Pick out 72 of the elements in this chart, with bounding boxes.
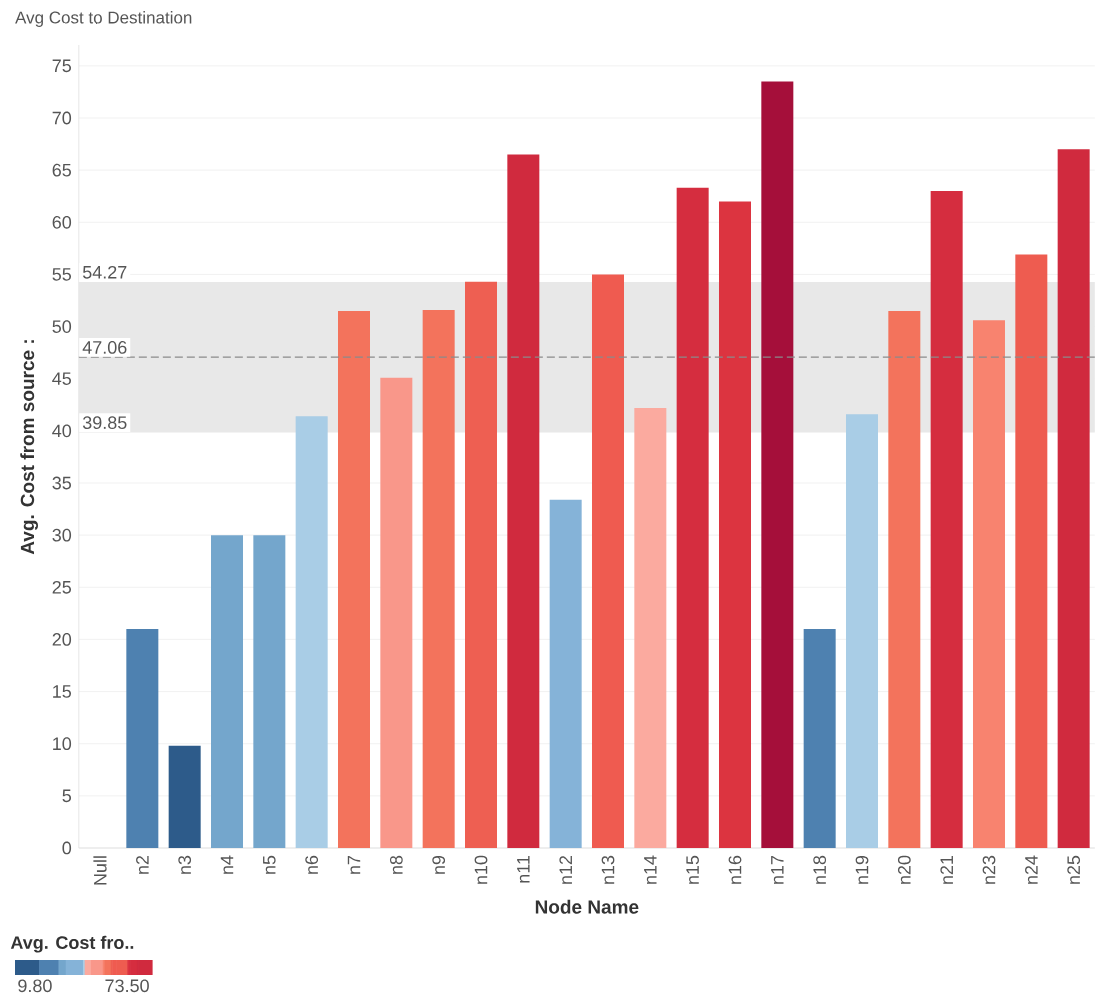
y-tick-label: 10: [53, 737, 72, 751]
color-bar-label: 9.80: [18, 979, 52, 993]
x-tick-label: n2: [136, 855, 149, 874]
annotation: 54.27: [82, 265, 127, 279]
y-tick-label: 75: [52, 59, 72, 73]
y-tick-label: 5: [62, 789, 72, 803]
bar: [973, 320, 1005, 848]
bar: [592, 274, 624, 848]
bar: [888, 310, 921, 848]
color-bar-title: Avg. Cost fro..: [10, 935, 134, 953]
y-tick-label: 70: [52, 111, 72, 125]
bar: [719, 201, 751, 848]
bar: [1015, 254, 1048, 848]
x-tick-label: n21: [940, 855, 953, 884]
y-tick-label: 30: [52, 528, 72, 542]
x-tick-label: n17: [771, 855, 784, 884]
x-tick-label: n3: [178, 855, 192, 874]
bar: [422, 309, 455, 848]
bar: [211, 535, 243, 848]
x-tick-label: n19: [855, 855, 869, 884]
bar: [549, 499, 582, 848]
x-tick-label: n24: [1025, 855, 1038, 884]
x-tick-label: n5: [263, 855, 276, 874]
y-tick-label: 25: [52, 580, 72, 594]
y-tick-label: 45: [52, 372, 72, 385]
x-tick-label: Null: [93, 856, 107, 885]
y-tick-label: 20: [52, 633, 72, 646]
bar: [676, 187, 709, 848]
chart-title: Avg Cost to Destination: [15, 11, 192, 27]
x-tick-label: n9: [432, 855, 446, 874]
x-tick-label: n23: [982, 855, 996, 884]
x-tick-label: n18: [813, 855, 827, 884]
x-tick-label: n11: [517, 855, 530, 883]
x-tick-label: n25: [1067, 855, 1081, 884]
x-axis-title: Node Name: [535, 899, 639, 914]
x-tick-label: n6: [305, 855, 319, 874]
x-tick-label: n10: [474, 855, 488, 884]
y-tick-label: 50: [52, 320, 72, 333]
color-bar-label: 73.50: [105, 979, 149, 993]
bar: [1057, 149, 1090, 848]
x-tick-label: n13: [601, 855, 615, 884]
bar: [295, 416, 328, 848]
y-tick-label: 0: [62, 841, 72, 855]
y-tick-label: 55: [52, 268, 72, 281]
annotation: 39.85: [82, 416, 127, 430]
bar: [507, 154, 540, 848]
bar: [126, 628, 159, 848]
x-tick-label: n8: [389, 855, 403, 874]
x-tick-label: n7: [347, 855, 361, 874]
bar: [634, 407, 667, 848]
y-tick-label: 35: [52, 476, 72, 490]
x-tick-label: n4: [220, 855, 234, 874]
y-tick-label: 65: [52, 163, 72, 177]
bar: [761, 81, 794, 848]
bar: [465, 281, 497, 848]
x-tick-label: n16: [728, 855, 742, 884]
bar: [380, 377, 413, 848]
bar: [168, 745, 201, 848]
bar: [930, 191, 963, 848]
x-tick-label: n20: [897, 855, 911, 884]
y-tick-label: 60: [52, 215, 72, 229]
y-tick-label: 40: [52, 424, 72, 438]
x-tick-label: n15: [686, 855, 699, 884]
y-tick-label: 15: [53, 685, 72, 698]
bar: [803, 628, 836, 848]
y-axis-title: Avg. Cost from source :: [20, 340, 39, 555]
bar: [845, 414, 878, 848]
ref-line-label: 47.06: [82, 341, 127, 354]
bar: [253, 535, 286, 848]
bar: [338, 310, 370, 848]
x-tick-label: n12: [559, 855, 572, 884]
x-tick-label: n14: [644, 855, 657, 884]
